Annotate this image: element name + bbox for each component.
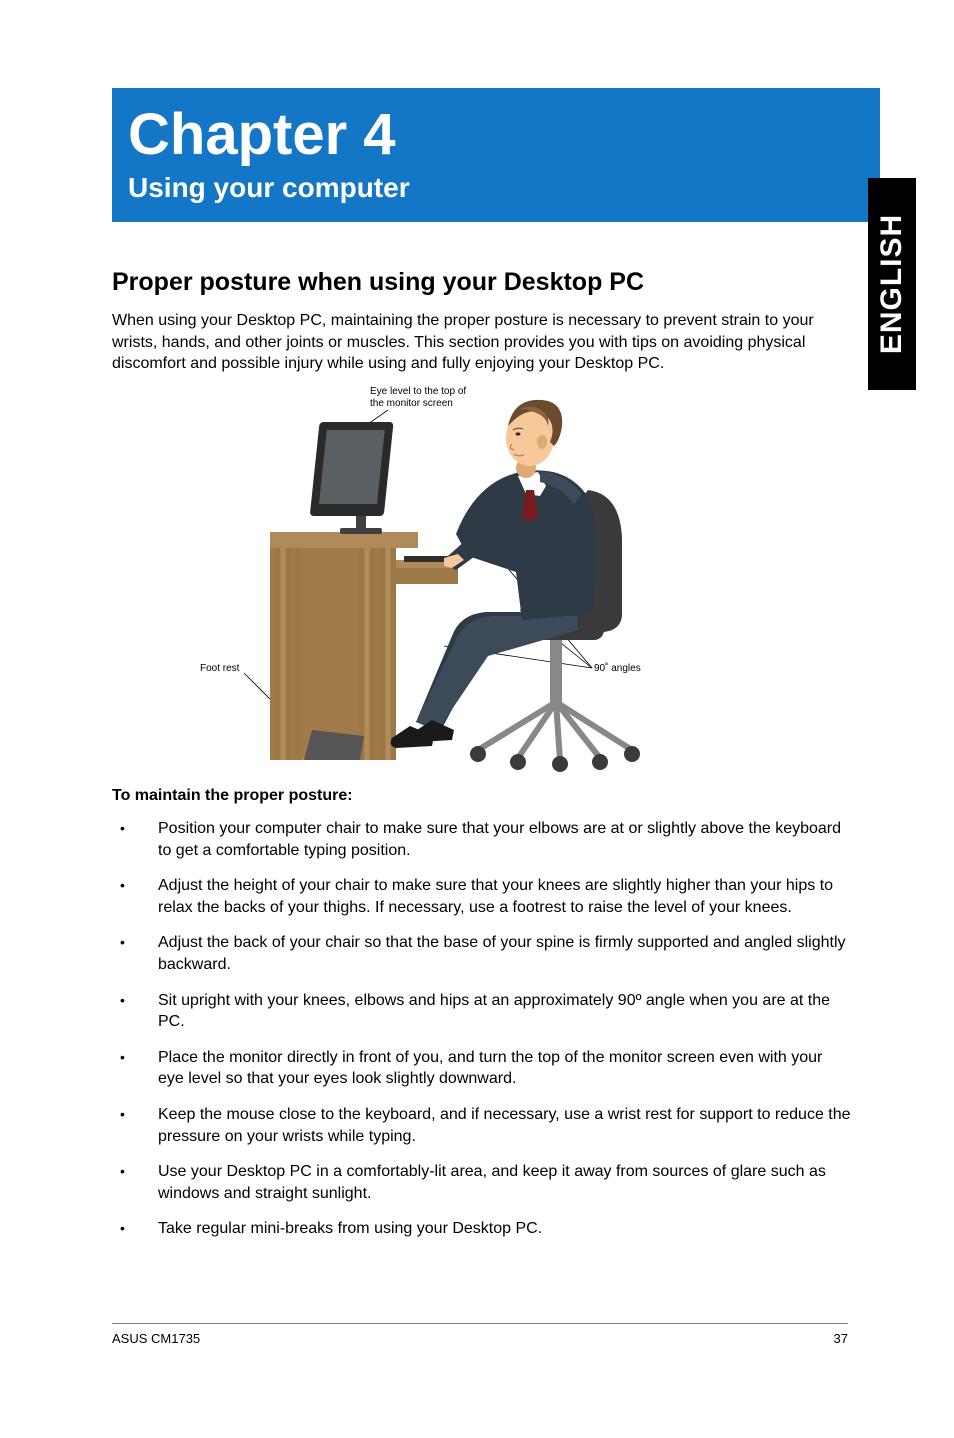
posture-bullet-list: •Position your computer chair to make su… (112, 818, 852, 1254)
bullet-marker: • (112, 1104, 158, 1147)
bullet-item: •Use your Desktop PC in a comfortably-li… (112, 1161, 852, 1204)
bullet-marker: • (112, 818, 158, 861)
bullet-text: Sit upright with your knees, elbows and … (158, 990, 852, 1033)
chapter-banner: Chapter 4 Using your computer (112, 88, 880, 222)
bullet-item: •Place the monitor directly in front of … (112, 1047, 852, 1090)
callout-foot-rest: Foot rest (200, 663, 240, 674)
desk-front-panel-icon (300, 548, 356, 758)
bullet-text: Take regular mini-breaks from using your… (158, 1218, 852, 1240)
bullet-marker: • (112, 990, 158, 1033)
chapter-title: Chapter 4 (112, 88, 880, 164)
section-heading: Proper posture when using your Desktop P… (112, 268, 644, 297)
posture-illustration: Eye level to the top of the monitor scre… (200, 380, 770, 775)
posture-subheading: To maintain the proper posture: (112, 787, 353, 805)
bullet-text: Position your computer chair to make sur… (158, 818, 852, 861)
bullet-item: •Sit upright with your knees, elbows and… (112, 990, 852, 1033)
callout-angles: 90˚ angles (594, 662, 641, 674)
bullet-text: Place the monitor directly in front of y… (158, 1047, 852, 1090)
bullet-marker: • (112, 1161, 158, 1204)
monitor-icon (310, 422, 394, 534)
keyboard-icon (404, 556, 450, 562)
language-label: ENGLISH (875, 214, 909, 354)
bullet-marker: • (112, 875, 158, 918)
bullet-marker: • (112, 1218, 158, 1240)
chapter-subtitle: Using your computer (112, 164, 880, 204)
bullet-item: •Keep the mouse close to the keyboard, a… (112, 1104, 852, 1147)
footer-page-number: 37 (834, 1331, 848, 1346)
callout-eye-level-line1: Eye level to the top of (370, 386, 466, 397)
bullet-item: •Take regular mini-breaks from using you… (112, 1218, 852, 1240)
bullet-item: •Adjust the height of your chair to make… (112, 875, 852, 918)
bullet-text: Adjust the height of your chair to make … (158, 875, 852, 918)
footer-model: ASUS CM1735 (112, 1331, 200, 1346)
bullet-marker: • (112, 932, 158, 975)
bullet-text: Adjust the back of your chair so that th… (158, 932, 852, 975)
page: Chapter 4 Using your computer ENGLISH Pr… (0, 0, 954, 1438)
footer-divider (112, 1323, 848, 1324)
bullet-text: Keep the mouse close to the keyboard, an… (158, 1104, 852, 1147)
language-side-tab: ENGLISH (868, 178, 916, 390)
intro-paragraph: When using your Desktop PC, maintaining … (112, 310, 842, 375)
callout-eye-line-icon (368, 410, 388, 424)
bullet-marker: • (112, 1047, 158, 1090)
callout-eye-level-line2: the monitor screen (370, 398, 453, 409)
bullet-item: •Adjust the back of your chair so that t… (112, 932, 852, 975)
bullet-item: •Position your computer chair to make su… (112, 818, 852, 861)
bullet-text: Use your Desktop PC in a comfortably-lit… (158, 1161, 852, 1204)
